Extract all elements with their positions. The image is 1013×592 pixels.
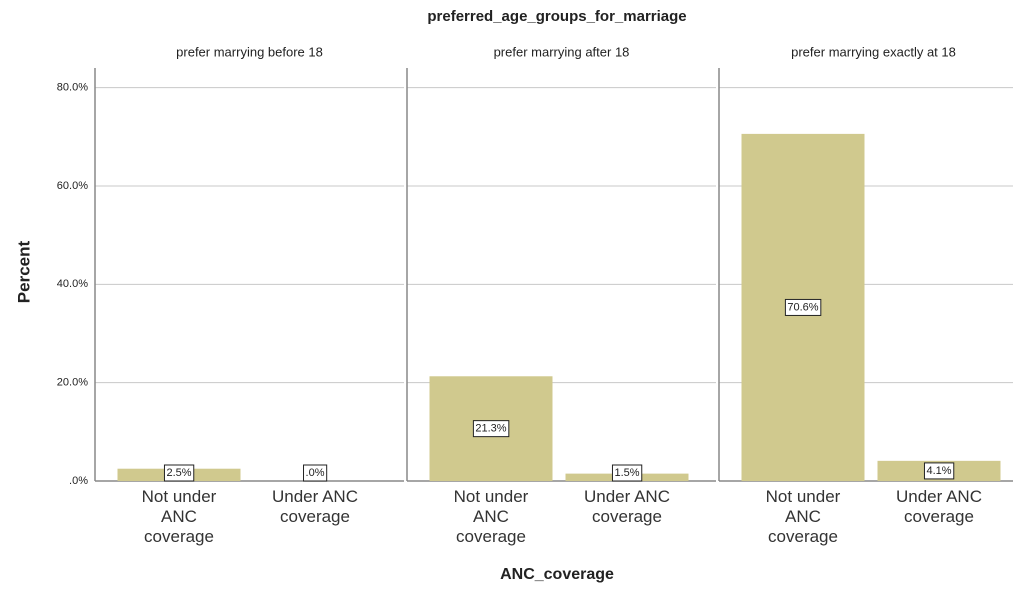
- panel-title: prefer marrying after 18: [494, 44, 630, 59]
- y-tick-label: 80.0%: [57, 82, 88, 94]
- value-label-box: [611, 464, 643, 482]
- value-label-text: 4.1%: [926, 465, 951, 477]
- value-label-text: 1.5%: [614, 467, 639, 479]
- value-label-box: [163, 464, 195, 482]
- value-label-text: 70.6%: [787, 301, 818, 313]
- panel-title: prefer marrying before 18: [176, 44, 323, 59]
- value-label: 21.3%: [472, 420, 510, 438]
- x-tick-label-text: Under ANC coverage: [896, 487, 982, 526]
- value-label-box: [923, 462, 955, 480]
- x-tick-label-text: Under ANC coverage: [272, 487, 358, 526]
- panel-title: prefer marrying exactly at 18: [791, 44, 956, 59]
- value-label-box: [472, 420, 510, 438]
- x-tick-label: Under ANC coverage: [584, 487, 670, 526]
- value-label: 70.6%: [784, 298, 822, 316]
- value-label: 1.5%: [611, 464, 643, 482]
- value-label: 2.5%: [163, 464, 195, 482]
- x-tick-label-text: Not under ANC coverage: [453, 487, 529, 546]
- y-axis-label: Percent: [14, 240, 33, 303]
- x-tick-label-text: Not under ANC coverage: [765, 487, 841, 546]
- x-axis-label: ANC_coverage: [500, 566, 614, 583]
- value-label: .0%: [303, 464, 328, 482]
- chart-title: preferred_age_groups_for_marriage: [427, 8, 686, 25]
- x-tick-label-text: Under ANC coverage: [584, 487, 670, 526]
- value-label-text: 2.5%: [166, 467, 191, 479]
- x-tick-label-text: Not under ANC coverage: [141, 487, 217, 546]
- x-tick-label: Not under ANC coverage: [453, 487, 529, 546]
- value-label-text: .0%: [306, 467, 325, 479]
- x-tick-label: Under ANC coverage: [272, 487, 358, 526]
- y-tick-label: .0%: [69, 475, 88, 487]
- y-tick-label: 40.0%: [57, 278, 88, 290]
- x-tick-label: Not under ANC coverage: [765, 487, 841, 546]
- value-label-text: 21.3%: [475, 423, 506, 435]
- y-tick-label: 60.0%: [57, 180, 88, 192]
- x-tick-label: Under ANC coverage: [896, 487, 982, 526]
- value-label-box: [784, 298, 822, 316]
- value-label-box: [303, 464, 328, 482]
- value-label: 4.1%: [923, 462, 955, 480]
- x-tick-label: Not under ANC coverage: [141, 487, 217, 546]
- y-tick-label: 20.0%: [57, 377, 88, 389]
